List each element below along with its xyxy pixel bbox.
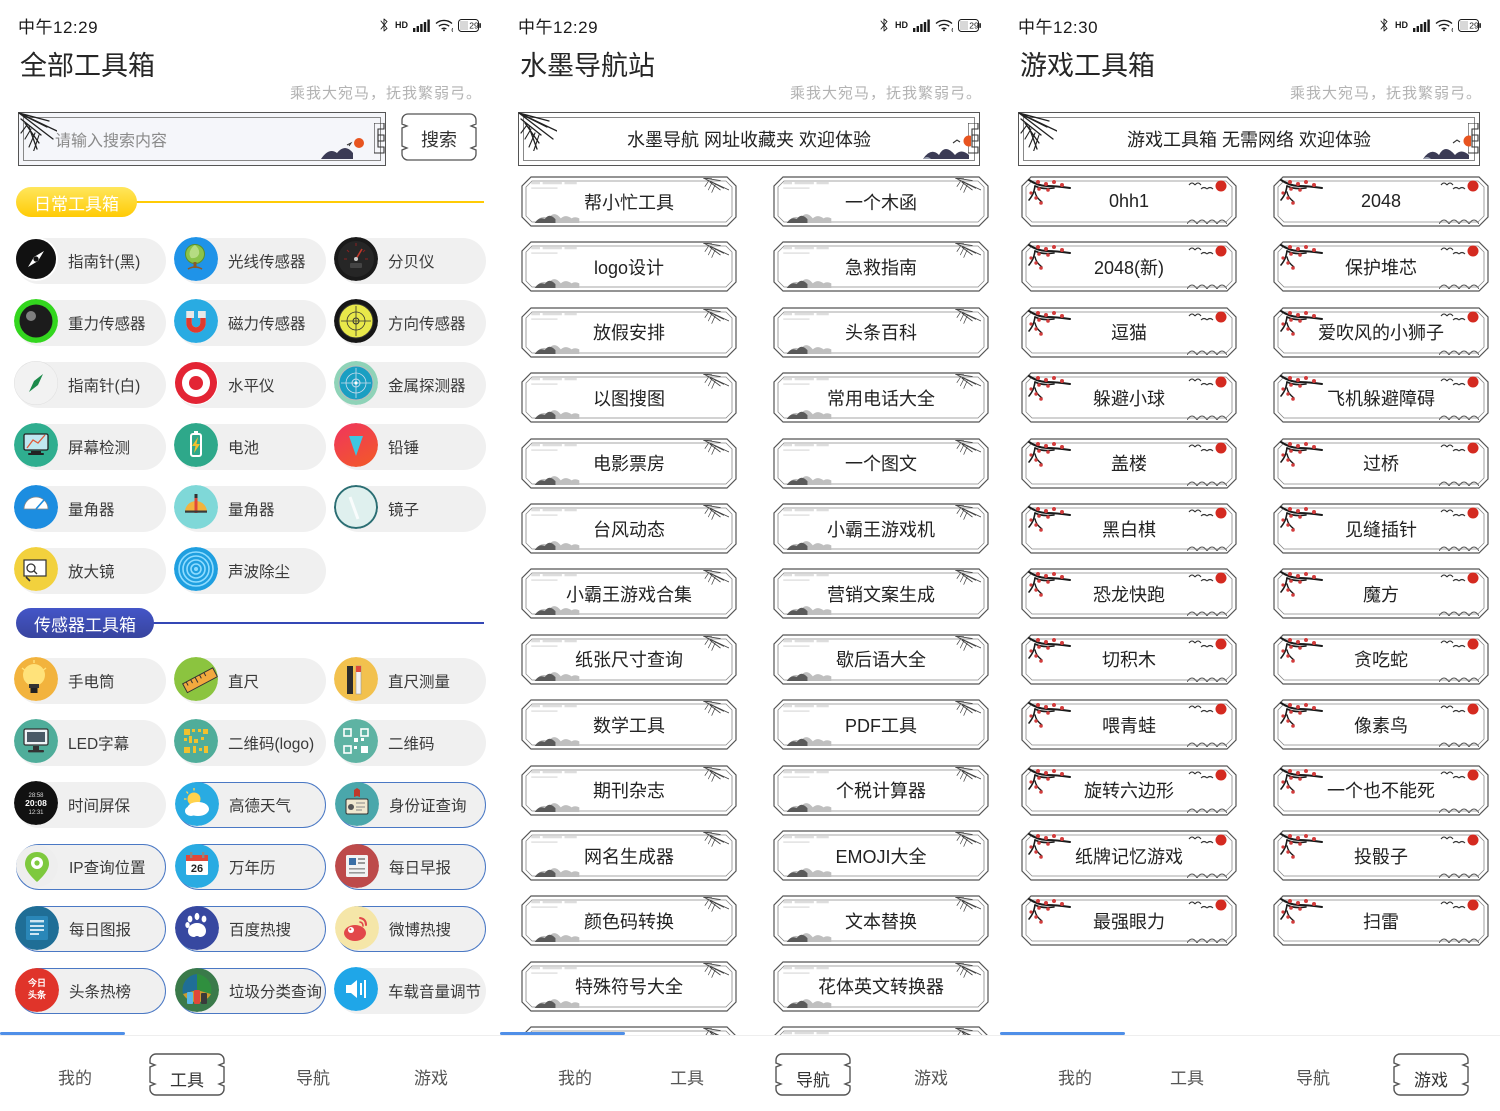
svg-text:6: 6 xyxy=(452,28,454,32)
svg-text:29: 29 xyxy=(469,20,479,30)
svg-text:6: 6 xyxy=(1452,28,1454,32)
svg-text:今日: 今日 xyxy=(27,977,46,988)
svg-text:29: 29 xyxy=(969,20,979,30)
svg-text:6: 6 xyxy=(952,28,954,32)
svg-text:头条: 头条 xyxy=(28,989,47,1000)
svg-text:20:08: 20:08 xyxy=(25,798,47,808)
svg-text:29: 29 xyxy=(1469,20,1479,30)
svg-text:12:31: 12:31 xyxy=(28,810,44,816)
svg-text:26: 26 xyxy=(191,863,203,875)
